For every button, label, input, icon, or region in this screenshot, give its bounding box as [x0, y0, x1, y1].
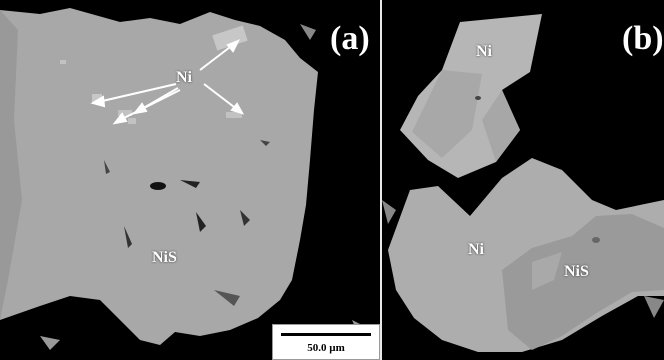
panel-a: (a) Ni NiS	[0, 8, 372, 350]
panel-b-ni-top-label: Ni	[476, 43, 492, 60]
panel-divider	[380, 0, 382, 360]
panel-b-nis-label: NiS	[564, 263, 589, 280]
scale-bar: 50.0 µm	[272, 324, 380, 360]
panel-a-label: (a)	[330, 20, 370, 57]
scale-bar-label: 50.0 µm	[307, 342, 345, 354]
panel-a-ni-label: Ni	[176, 69, 192, 86]
panel-a-nis-label: NiS	[152, 249, 177, 266]
panel-b-label: (b)	[622, 20, 664, 57]
ni-pointer-arrows	[90, 39, 245, 125]
nis-grain	[0, 8, 318, 345]
ni-inclusion	[212, 25, 248, 51]
panel-b: (b) Ni Ni NiS	[382, 0, 664, 360]
panel-b-micrograph	[382, 14, 664, 352]
panel-b-ni-mid-label: Ni	[468, 241, 484, 258]
nis-zone	[502, 214, 664, 350]
scale-bar-line	[281, 333, 371, 336]
panel-a-micrograph	[0, 8, 372, 350]
